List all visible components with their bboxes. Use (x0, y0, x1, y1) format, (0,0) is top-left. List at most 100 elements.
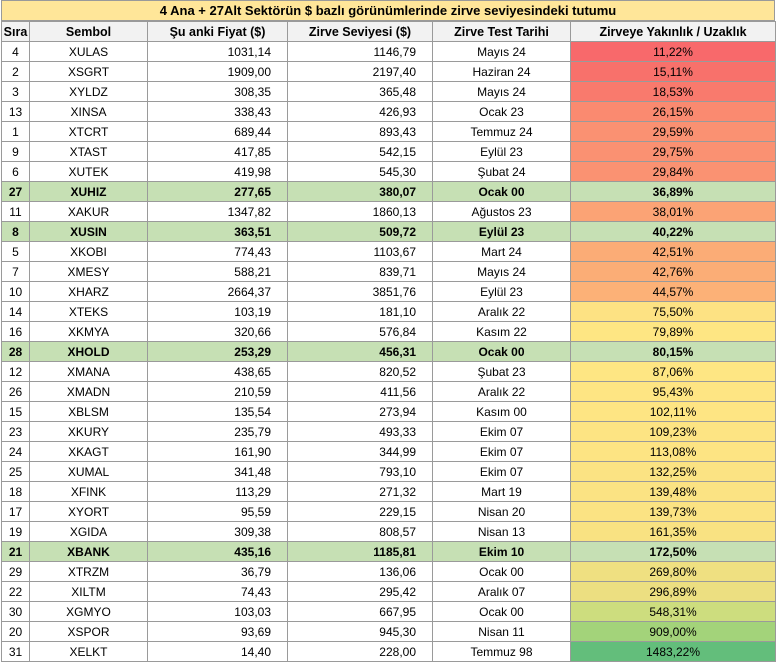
cell-oran[interactable]: 79,89% (570, 321, 776, 342)
cell-tarih[interactable]: Temmuz 98 (432, 641, 571, 662)
cell-zirve[interactable]: 820,52 (287, 361, 433, 382)
cell-sembol[interactable]: XSPOR (29, 621, 148, 642)
cell-sembol[interactable]: XHARZ (29, 281, 148, 302)
cell-fiyat[interactable]: 235,79 (147, 421, 288, 442)
cell-fiyat[interactable]: 1031,14 (147, 41, 288, 62)
cell-sembol[interactable]: XBANK (29, 541, 148, 562)
cell-tarih[interactable]: Ekim 07 (432, 421, 571, 442)
cell-tarih[interactable]: Ocak 00 (432, 341, 571, 362)
cell-tarih[interactable]: Kasım 22 (432, 321, 571, 342)
cell-fiyat[interactable]: 419,98 (147, 161, 288, 182)
cell-tarih[interactable]: Aralık 22 (432, 381, 571, 402)
cell-fiyat[interactable]: 36,79 (147, 561, 288, 582)
cell-oran[interactable]: 40,22% (570, 221, 776, 242)
cell-oran[interactable]: 296,89% (570, 581, 776, 602)
cell-sira[interactable]: 17 (1, 501, 30, 522)
cell-oran[interactable]: 161,35% (570, 521, 776, 542)
cell-oran[interactable]: 75,50% (570, 301, 776, 322)
cell-sembol[interactable]: XYORT (29, 501, 148, 522)
cell-sembol[interactable]: XTCRT (29, 121, 148, 142)
cell-fiyat[interactable]: 435,16 (147, 541, 288, 562)
cell-fiyat[interactable]: 689,44 (147, 121, 288, 142)
col-header-zirve[interactable]: Zirve Seviyesi ($) (287, 21, 433, 42)
cell-sira[interactable]: 20 (1, 621, 30, 642)
cell-tarih[interactable]: Temmuz 24 (432, 121, 571, 142)
cell-fiyat[interactable]: 113,29 (147, 481, 288, 502)
cell-sira[interactable]: 28 (1, 341, 30, 362)
cell-oran[interactable]: 113,08% (570, 441, 776, 462)
cell-sembol[interactable]: XKURY (29, 421, 148, 442)
cell-sembol[interactable]: XSGRT (29, 61, 148, 82)
cell-zirve[interactable]: 509,72 (287, 221, 433, 242)
cell-tarih[interactable]: Nisan 20 (432, 501, 571, 522)
cell-sira[interactable]: 5 (1, 241, 30, 262)
cell-tarih[interactable]: Eylül 23 (432, 141, 571, 162)
cell-oran[interactable]: 29,75% (570, 141, 776, 162)
cell-sembol[interactable]: XMADN (29, 381, 148, 402)
cell-tarih[interactable]: Şubat 23 (432, 361, 571, 382)
cell-fiyat[interactable]: 341,48 (147, 461, 288, 482)
cell-zirve[interactable]: 136,06 (287, 561, 433, 582)
cell-sira[interactable]: 11 (1, 201, 30, 222)
cell-zirve[interactable]: 411,56 (287, 381, 433, 402)
cell-zirve[interactable]: 839,71 (287, 261, 433, 282)
cell-fiyat[interactable]: 417,85 (147, 141, 288, 162)
cell-sembol[interactable]: XILTM (29, 581, 148, 602)
cell-sembol[interactable]: XELKT (29, 641, 148, 662)
cell-tarih[interactable]: Mart 19 (432, 481, 571, 502)
cell-oran[interactable]: 15,11% (570, 61, 776, 82)
cell-sira[interactable]: 10 (1, 281, 30, 302)
cell-tarih[interactable]: Mayıs 24 (432, 261, 571, 282)
cell-zirve[interactable]: 545,30 (287, 161, 433, 182)
cell-tarih[interactable]: Aralık 22 (432, 301, 571, 322)
cell-zirve[interactable]: 273,94 (287, 401, 433, 422)
cell-oran[interactable]: 95,43% (570, 381, 776, 402)
cell-oran[interactable]: 132,25% (570, 461, 776, 482)
cell-sira[interactable]: 1 (1, 121, 30, 142)
cell-zirve[interactable]: 493,33 (287, 421, 433, 442)
cell-sira[interactable]: 25 (1, 461, 30, 482)
cell-sira[interactable]: 4 (1, 41, 30, 62)
cell-fiyat[interactable]: 309,38 (147, 521, 288, 542)
cell-zirve[interactable]: 945,30 (287, 621, 433, 642)
cell-sira[interactable]: 30 (1, 601, 30, 622)
cell-oran[interactable]: 548,31% (570, 601, 776, 622)
cell-zirve[interactable]: 456,31 (287, 341, 433, 362)
cell-oran[interactable]: 1483,22% (570, 641, 776, 662)
cell-tarih[interactable]: Ocak 00 (432, 181, 571, 202)
cell-tarih[interactable]: Ocak 00 (432, 561, 571, 582)
cell-zirve[interactable]: 228,00 (287, 641, 433, 662)
cell-sira[interactable]: 18 (1, 481, 30, 502)
cell-sira[interactable]: 23 (1, 421, 30, 442)
cell-sira[interactable]: 9 (1, 141, 30, 162)
cell-sira[interactable]: 7 (1, 261, 30, 282)
cell-zirve[interactable]: 576,84 (287, 321, 433, 342)
cell-fiyat[interactable]: 103,19 (147, 301, 288, 322)
cell-zirve[interactable]: 1103,67 (287, 241, 433, 262)
cell-sembol[interactable]: XINSA (29, 101, 148, 122)
cell-tarih[interactable]: Haziran 24 (432, 61, 571, 82)
cell-sira[interactable]: 8 (1, 221, 30, 242)
col-header-oran[interactable]: Zirveye Yakınlık / Uzaklık (570, 21, 776, 42)
cell-sira[interactable]: 31 (1, 641, 30, 662)
cell-sembol[interactable]: XUHIZ (29, 181, 148, 202)
cell-sembol[interactable]: XTAST (29, 141, 148, 162)
cell-oran[interactable]: 26,15% (570, 101, 776, 122)
cell-fiyat[interactable]: 135,54 (147, 401, 288, 422)
cell-zirve[interactable]: 380,07 (287, 181, 433, 202)
cell-oran[interactable]: 42,51% (570, 241, 776, 262)
cell-zirve[interactable]: 1146,79 (287, 41, 433, 62)
cell-sembol[interactable]: XHOLD (29, 341, 148, 362)
cell-sira[interactable]: 2 (1, 61, 30, 82)
cell-sembol[interactable]: XKOBI (29, 241, 148, 262)
cell-fiyat[interactable]: 103,03 (147, 601, 288, 622)
cell-sembol[interactable]: XTEKS (29, 301, 148, 322)
cell-oran[interactable]: 44,57% (570, 281, 776, 302)
cell-tarih[interactable]: Ocak 00 (432, 601, 571, 622)
cell-sembol[interactable]: XFINK (29, 481, 148, 502)
cell-sembol[interactable]: XAKUR (29, 201, 148, 222)
cell-sira[interactable]: 19 (1, 521, 30, 542)
cell-sembol[interactable]: XULAS (29, 41, 148, 62)
cell-sembol[interactable]: XUSIN (29, 221, 148, 242)
cell-tarih[interactable]: Mayıs 24 (432, 41, 571, 62)
